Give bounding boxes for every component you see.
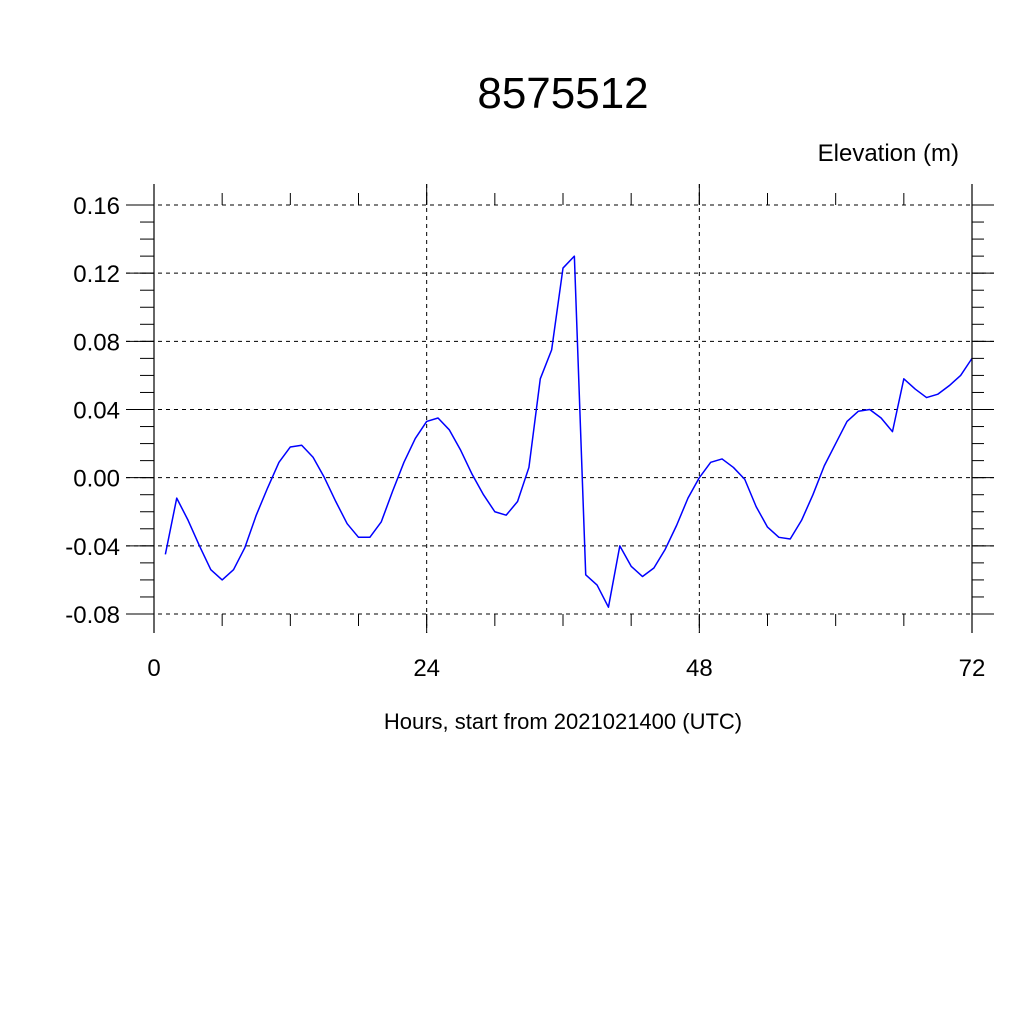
data-point [653, 567, 654, 568]
x-tick-label: 0 [147, 655, 160, 682]
elevation-series-line [164, 255, 973, 608]
data-point [574, 256, 575, 257]
data-point [562, 267, 563, 268]
data-point [437, 417, 438, 418]
data-point [937, 394, 938, 395]
chart-title: 8575512 [477, 69, 648, 118]
data-point [869, 409, 870, 410]
data-point [233, 569, 234, 570]
data-point [267, 487, 268, 488]
data-point [506, 515, 507, 516]
data-point [687, 498, 688, 499]
data-point [165, 554, 166, 555]
data-point [460, 450, 461, 451]
data-point [187, 520, 188, 521]
data-point [301, 445, 302, 446]
y-tick-label: 0.00 [73, 466, 120, 493]
data-point [222, 579, 223, 580]
data-point [642, 576, 643, 577]
data-point [835, 443, 836, 444]
data-point [767, 526, 768, 527]
data-point [210, 569, 211, 570]
data-point [312, 457, 313, 458]
data-point [494, 511, 495, 512]
data-point [619, 545, 620, 546]
data-point [881, 417, 882, 418]
data-point [812, 494, 813, 495]
data-point [449, 429, 450, 430]
data-point [710, 462, 711, 463]
data-point [699, 477, 700, 478]
data-point [824, 465, 825, 466]
data-point [381, 521, 382, 522]
y-tick-label: 0.12 [73, 261, 120, 288]
y-tick-label: 0.08 [73, 329, 120, 356]
y-axis-label: Elevation (m) [818, 140, 959, 167]
data-point [335, 501, 336, 502]
data-point [744, 479, 745, 480]
data-point [199, 545, 200, 546]
data-point [176, 498, 177, 499]
data-point [347, 523, 348, 524]
data-point [585, 574, 586, 575]
data-point [846, 421, 847, 422]
x-tick-label: 48 [686, 655, 713, 682]
x-tick-label: 24 [413, 655, 440, 682]
data-point [483, 494, 484, 495]
data-point [926, 397, 927, 398]
data-point [915, 388, 916, 389]
data-point [426, 421, 427, 422]
data-point [631, 566, 632, 567]
data-point [596, 584, 597, 585]
data-point [244, 547, 245, 548]
data-point [290, 446, 291, 447]
data-point [551, 349, 552, 350]
data-point [517, 501, 518, 502]
y-tick-label: -0.04 [65, 534, 120, 561]
data-point [892, 431, 893, 432]
data-point [528, 467, 529, 468]
y-tick-label: 0.16 [73, 193, 120, 220]
data-point [369, 537, 370, 538]
y-tick-label: 0.04 [73, 398, 120, 425]
data-point [721, 458, 722, 459]
data-point [665, 549, 666, 550]
x-axis-label: Hours, start from 2021021400 (UTC) [384, 709, 742, 734]
data-point [733, 467, 734, 468]
data-point [358, 537, 359, 538]
data-point [278, 462, 279, 463]
data-point [801, 520, 802, 521]
data-point [540, 378, 541, 379]
series-lines [164, 255, 973, 608]
data-point [903, 378, 904, 379]
data-point [324, 477, 325, 478]
data-point [778, 537, 779, 538]
data-point [415, 438, 416, 439]
data-point [790, 538, 791, 539]
data-point [756, 506, 757, 507]
data-point [608, 607, 609, 608]
plot-frame [153, 184, 973, 633]
data-point [949, 385, 950, 386]
data-point [256, 515, 257, 516]
data-point [858, 411, 859, 412]
x-tick-label: 72 [959, 655, 986, 682]
data-point [392, 491, 393, 492]
data-point [472, 474, 473, 475]
tick-labels: -0.08 -0.04 0.00 0.04 0.08 0.12 0.16 0 24 48 72 [65, 193, 985, 682]
data-point [676, 525, 677, 526]
data-point [403, 462, 404, 463]
y-tick-label: -0.08 [65, 602, 120, 629]
data-point [960, 375, 961, 376]
